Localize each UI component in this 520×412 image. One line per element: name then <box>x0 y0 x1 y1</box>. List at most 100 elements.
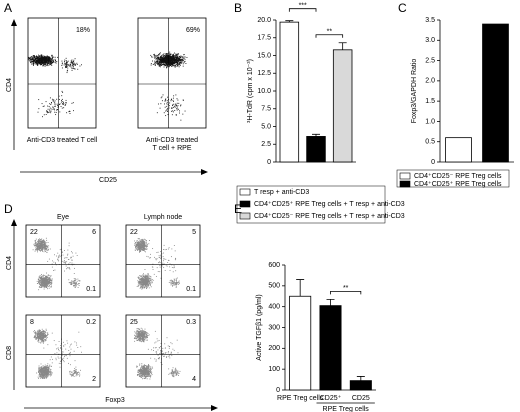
event-dot <box>171 65 173 67</box>
event-dot <box>177 282 179 283</box>
event-dot <box>44 60 46 62</box>
event-dot <box>140 335 142 336</box>
event-dot <box>45 241 47 243</box>
event-dot <box>49 109 50 111</box>
event-dot <box>142 276 144 278</box>
event-dot <box>71 63 73 64</box>
event-dot <box>63 261 65 263</box>
event-dot <box>68 267 70 269</box>
event-dot <box>139 335 141 336</box>
event-dot <box>72 374 74 376</box>
event-dot <box>40 374 42 376</box>
quadrant-value: 0.2 <box>86 319 96 326</box>
event-dot <box>159 61 161 62</box>
event-dot <box>136 337 138 339</box>
event-dot <box>175 60 177 62</box>
event-dot <box>73 372 75 374</box>
event-dot <box>65 104 67 106</box>
event-dot <box>36 283 38 284</box>
event-dot <box>136 335 138 337</box>
event-dot <box>56 103 58 105</box>
event-dot <box>41 374 43 376</box>
event-dot <box>34 58 36 60</box>
event-dot <box>42 283 44 285</box>
event-dot <box>177 108 179 110</box>
event-dot <box>45 369 47 371</box>
event-dot <box>50 63 52 65</box>
event-dot <box>43 330 45 332</box>
event-dot <box>58 353 60 355</box>
event-dot <box>139 330 141 332</box>
event-dot <box>63 64 65 66</box>
event-dot <box>32 64 34 66</box>
event-dot <box>40 57 42 59</box>
event-dot <box>141 341 143 343</box>
event-dot <box>42 375 44 377</box>
event-dot <box>176 108 178 110</box>
event-dot <box>42 334 44 336</box>
event-dot <box>147 284 149 286</box>
event-dot <box>37 58 39 60</box>
event-dot <box>39 338 41 339</box>
event-dot <box>138 245 140 247</box>
event-dot <box>146 246 148 247</box>
event-dot <box>162 62 164 64</box>
event-dot <box>51 266 53 268</box>
event-dot <box>155 259 157 261</box>
event-dot <box>49 64 51 66</box>
event-dot <box>150 257 152 259</box>
event-dot <box>40 277 42 279</box>
event-dot <box>43 114 45 116</box>
event-dot <box>173 57 175 59</box>
event-dot <box>184 60 186 62</box>
event-dot <box>76 344 78 346</box>
event-dot <box>51 372 53 374</box>
event-dot <box>40 240 42 242</box>
event-dot <box>35 63 37 65</box>
event-dot <box>61 351 63 353</box>
event-dot <box>167 104 169 106</box>
event-dot <box>167 114 169 116</box>
event-dot <box>41 57 43 58</box>
event-dot <box>70 343 72 345</box>
event-dot <box>72 63 74 65</box>
event-dot <box>53 101 55 103</box>
event-dot <box>40 371 42 372</box>
event-dot <box>178 63 180 65</box>
event-dot <box>174 279 176 281</box>
event-dot <box>176 64 178 66</box>
event-dot <box>135 243 137 245</box>
event-dot <box>50 371 52 373</box>
event-dot <box>172 285 174 287</box>
event-dot <box>71 61 73 62</box>
event-dot <box>51 332 53 334</box>
event-dot <box>172 54 174 56</box>
event-dot <box>42 280 44 282</box>
event-dot <box>152 266 154 268</box>
event-dot <box>134 244 136 246</box>
plot-caption: Anti-CD3 treated T cell <box>27 137 98 144</box>
event-dot <box>177 105 179 107</box>
event-dot <box>155 258 157 260</box>
event-dot <box>170 279 172 281</box>
event-dot <box>174 52 175 54</box>
event-dot <box>38 332 40 334</box>
event-dot <box>144 239 146 241</box>
event-dot <box>41 373 43 375</box>
event-dot <box>64 344 66 346</box>
event-dot <box>147 278 149 280</box>
event-dot <box>71 251 72 253</box>
event-dot <box>159 53 161 55</box>
event-dot <box>44 57 46 59</box>
event-dot <box>78 331 80 333</box>
event-dot <box>36 55 38 57</box>
event-dot <box>35 62 37 63</box>
event-dot <box>161 64 163 66</box>
event-dot <box>138 238 140 240</box>
event-dot <box>42 337 44 339</box>
event-dot <box>43 286 45 288</box>
event-dot <box>73 110 74 112</box>
event-dot <box>41 247 43 249</box>
event-dot <box>74 284 76 286</box>
event-dot <box>48 62 50 64</box>
